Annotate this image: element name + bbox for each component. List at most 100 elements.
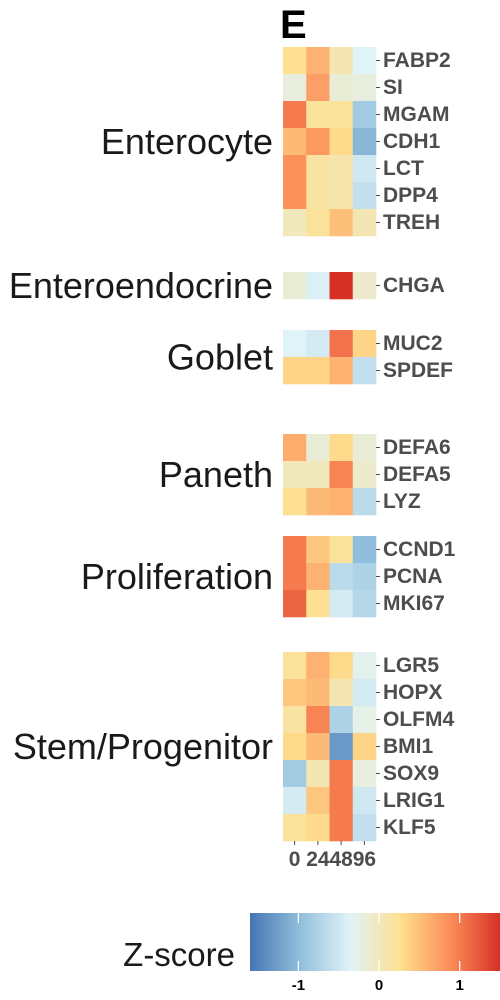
- heatmap-cell: [329, 101, 354, 129]
- heatmap-cell: [352, 814, 377, 842]
- heatmap-cell: [352, 330, 377, 358]
- heatmap-cell: [329, 155, 354, 183]
- gene-label: KLF5: [383, 816, 436, 839]
- heatmap-cell: [283, 434, 307, 462]
- heatmap-cell: [306, 434, 330, 462]
- heatmap-cell: [306, 128, 330, 156]
- gene-label: SPDEF: [383, 359, 453, 382]
- heatmap-cell: [329, 787, 354, 815]
- gene-label: PCNA: [383, 565, 443, 588]
- heatmap-cell: [352, 101, 377, 129]
- legend-tick-label: 1: [456, 977, 464, 994]
- heatmap-cell: [352, 536, 377, 564]
- heatmap-cell: [283, 706, 307, 734]
- legend-tick-label: 0: [375, 977, 383, 994]
- gene-label: LYZ: [383, 490, 421, 513]
- heatmap-cell: [283, 209, 307, 237]
- heatmap-cell: [283, 590, 307, 618]
- heatmap-cell: [306, 182, 330, 210]
- heatmap-cell: [352, 488, 377, 516]
- gene-label: BMI1: [383, 735, 433, 758]
- heatmap-cell: [283, 330, 307, 358]
- heatmap-cell: [306, 330, 330, 358]
- gene-label: DEFA6: [383, 436, 451, 459]
- heatmap-cell: [283, 814, 307, 842]
- heatmap-cell: [306, 536, 330, 564]
- heatmap-cell: [306, 787, 330, 815]
- heatmap-cell: [329, 330, 354, 358]
- x-axis: 0 24 48 96: [289, 841, 376, 871]
- legend: Z-score -1 0 1: [123, 913, 500, 994]
- heatmap-cell: [329, 357, 354, 385]
- heatmap-cell: [329, 461, 354, 489]
- heatmap-cell: [283, 488, 307, 516]
- group-stem-progenitor: Stem/Progenitor LGR5 HOPX OLFM4 BMI1 SOX9 LRIG…: [13, 652, 454, 842]
- heatmap-cell: [283, 74, 307, 102]
- heatmap-cell: [329, 563, 354, 591]
- heatmap-cell: [283, 787, 307, 815]
- heatmap-cell: [306, 814, 330, 842]
- heatmap-cell: [283, 563, 307, 591]
- heatmap-cell: [283, 155, 307, 183]
- heatmap-cell: [306, 47, 330, 75]
- heatmap-cell: [329, 706, 354, 734]
- heatmap-cell: [283, 733, 307, 761]
- group-label: Goblet: [167, 337, 273, 378]
- x-tick-label: 0: [289, 848, 301, 871]
- gene-label: DPP4: [383, 184, 438, 207]
- heatmap-cell: [352, 461, 377, 489]
- heatmap-cell: [352, 272, 377, 300]
- heatmap-cell: [306, 563, 330, 591]
- gene-label: LGR5: [383, 654, 439, 677]
- heatmap-cell: [283, 101, 307, 129]
- heatmap-cell: [352, 209, 377, 237]
- heatmap-cell: [329, 209, 354, 237]
- heatmap-cell: [306, 652, 330, 680]
- heatmap-cell: [283, 679, 307, 707]
- heatmap-cell: [329, 733, 354, 761]
- heatmap-cell: [352, 47, 377, 75]
- heatmap-cell: [306, 272, 330, 300]
- gene-label: FABP2: [383, 49, 451, 72]
- heatmap-cell: [306, 357, 330, 385]
- heatmap-cell: [306, 733, 330, 761]
- heatmap-cell: [283, 357, 307, 385]
- heatmap-cell: [329, 488, 354, 516]
- heatmap-cell: [352, 760, 377, 788]
- gene-label: SOX9: [383, 762, 439, 785]
- heatmap-cell: [352, 652, 377, 680]
- heatmap-cell: [306, 760, 330, 788]
- heatmap-cell: [352, 434, 377, 462]
- group-label: Proliferation: [81, 556, 273, 597]
- heatmap-cell: [283, 760, 307, 788]
- group-goblet: Goblet MUC2 SPDEF: [167, 330, 453, 385]
- heatmap-cell: [352, 155, 377, 183]
- heatmap-cell: [352, 733, 377, 761]
- heatmap-cell: [329, 272, 354, 300]
- heatmap-cell: [352, 182, 377, 210]
- heatmap-cell: [283, 536, 307, 564]
- gene-label: SI: [383, 76, 403, 99]
- group-proliferation: Proliferation CCND1 PCNA MKI67: [81, 536, 456, 618]
- heatmap-cell: [352, 787, 377, 815]
- heatmap-cell: [306, 461, 330, 489]
- heatmap-cell: [283, 461, 307, 489]
- heatmap-cell: [329, 590, 354, 618]
- heatmap-cell: [306, 590, 330, 618]
- heatmap-cell: [306, 488, 330, 516]
- heatmap-cell: [329, 47, 354, 75]
- heatmap-cell: [329, 434, 354, 462]
- heatmap-cell: [283, 182, 307, 210]
- gene-label: CHGA: [383, 274, 445, 297]
- heatmap-cell: [329, 760, 354, 788]
- heatmap-body: EnterocyteFABP2SIMGAMCDH1LCTDPP4TREHEnte…: [9, 47, 456, 842]
- heatmap-cell: [352, 563, 377, 591]
- heatmap-cell: [329, 652, 354, 680]
- gene-label: TREH: [383, 211, 440, 234]
- x-tick-label: 24: [306, 848, 330, 871]
- legend-color-bar: [250, 913, 500, 971]
- heatmap-cell: [329, 128, 354, 156]
- group-label: Enteroendocrine: [9, 265, 273, 306]
- heatmap-cell: [329, 74, 354, 102]
- panel-label: E: [280, 3, 307, 47]
